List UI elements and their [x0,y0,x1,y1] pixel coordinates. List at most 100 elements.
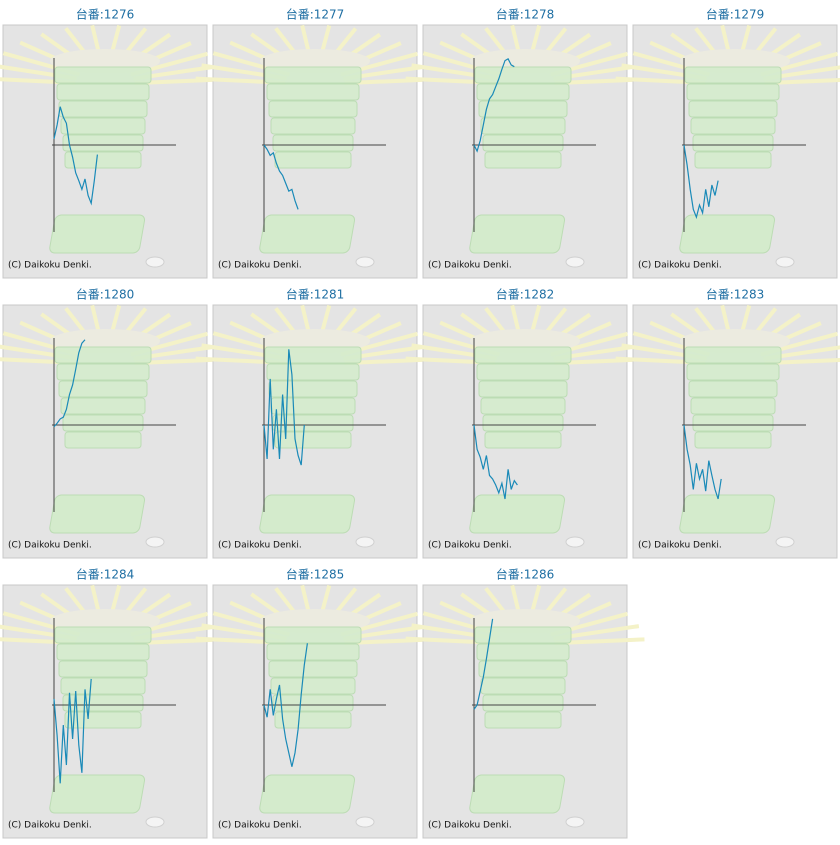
bg-tray [482,414,564,432]
bg-tray [684,66,782,84]
bg-tray [272,694,354,712]
copyright: (C) Daikoku Denki. [638,541,722,551]
bg-tray [480,397,566,415]
chart-panel: (C) Daikoku Denki. [405,304,645,559]
copyright: (C) Daikoku Denki. [8,821,92,831]
bg-tray [58,380,148,398]
data-line [683,144,719,220]
bg-tray [474,66,572,84]
data-line [473,424,518,500]
bg-tray [266,363,360,381]
bg-tray [478,100,568,118]
bg-box [259,774,356,814]
bg-tray [54,626,152,644]
chart-title: 台番:1278 [496,7,555,22]
bg-tray [56,83,150,101]
bg-tray [264,66,362,84]
data-line [683,424,722,500]
copyright: (C) Daikoku Denki. [218,261,302,271]
bg-tray [274,711,352,729]
data-line [53,339,86,428]
bg-coin [355,536,375,548]
chart-panel: (C) Daikoku Denki. [195,304,435,559]
bg-tray [690,397,776,415]
chart-title: 台番:1276 [76,7,135,22]
bg-tray [688,100,778,118]
data-line [53,106,98,206]
bg-tray [686,363,780,381]
bg-tray [690,117,776,135]
bg-tray [476,83,570,101]
chart-panel: (C) Daikoku Denki. [615,24,840,279]
bg-tray [54,66,152,84]
bg-box [469,774,566,814]
data-line [263,144,299,210]
bg-tray [480,677,566,695]
bg-box [49,774,146,814]
bg-tray [270,677,356,695]
chart-panel: (C) Daikoku Denki. [0,584,225,839]
bg-coin [145,816,165,828]
bg-tray [264,346,362,364]
bg-tray [62,414,144,432]
chart-title: 台番:1279 [706,7,765,22]
copyright: (C) Daikoku Denki. [8,541,92,551]
bg-tray [694,431,772,449]
bg-coin [355,816,375,828]
chart-panel: (C) Daikoku Denki. [405,584,645,839]
bg-tray [264,626,362,644]
bg-coin [775,256,795,268]
chart-title: 台番:1285 [286,567,345,582]
copyright: (C) Daikoku Denki. [8,261,92,271]
copyright: (C) Daikoku Denki. [428,541,512,551]
bg-tray [474,626,572,644]
bg-tray [60,397,146,415]
bg-tray [56,363,150,381]
bg-tray [480,117,566,135]
bg-tray [64,711,142,729]
bg-tray [266,643,360,661]
bg-tray [62,694,144,712]
bg-box [679,214,776,254]
bg-tray [688,380,778,398]
bg-box [259,494,356,534]
bg-tray [484,431,562,449]
bg-box [679,494,776,534]
bg-box [259,214,356,254]
bg-coin [775,536,795,548]
copyright: (C) Daikoku Denki. [428,821,512,831]
bg-tray [474,346,572,364]
copyright: (C) Daikoku Denki. [428,261,512,271]
bg-tray [476,643,570,661]
bg-coin [565,256,585,268]
bg-tray [58,100,148,118]
bg-tray [272,134,354,152]
chart-title: 台番:1282 [496,287,555,302]
bg-tray [684,346,782,364]
bg-tray [60,117,146,135]
copyright: (C) Daikoku Denki. [638,261,722,271]
bg-tray [54,346,152,364]
bg-tray [268,100,358,118]
bg-box [49,214,146,254]
bg-tray [268,380,358,398]
data-line [473,58,515,153]
bg-tray [476,363,570,381]
chart-title: 台番:1280 [76,287,135,302]
bg-tray [270,117,356,135]
bg-coin [355,256,375,268]
bg-box [469,494,566,534]
bg-tray [478,660,568,678]
bg-tray [56,643,150,661]
data-line [263,349,305,466]
chart-panel: (C) Daikoku Denki. [0,304,225,559]
bg-tray [272,414,354,432]
bg-tray [482,134,564,152]
bg-tray [64,431,142,449]
bg-tray [692,414,774,432]
chart-panel: (C) Daikoku Denki. [615,304,840,559]
chart-title: 台番:1277 [286,7,345,22]
bg-box [49,494,146,534]
bg-coin [145,256,165,268]
